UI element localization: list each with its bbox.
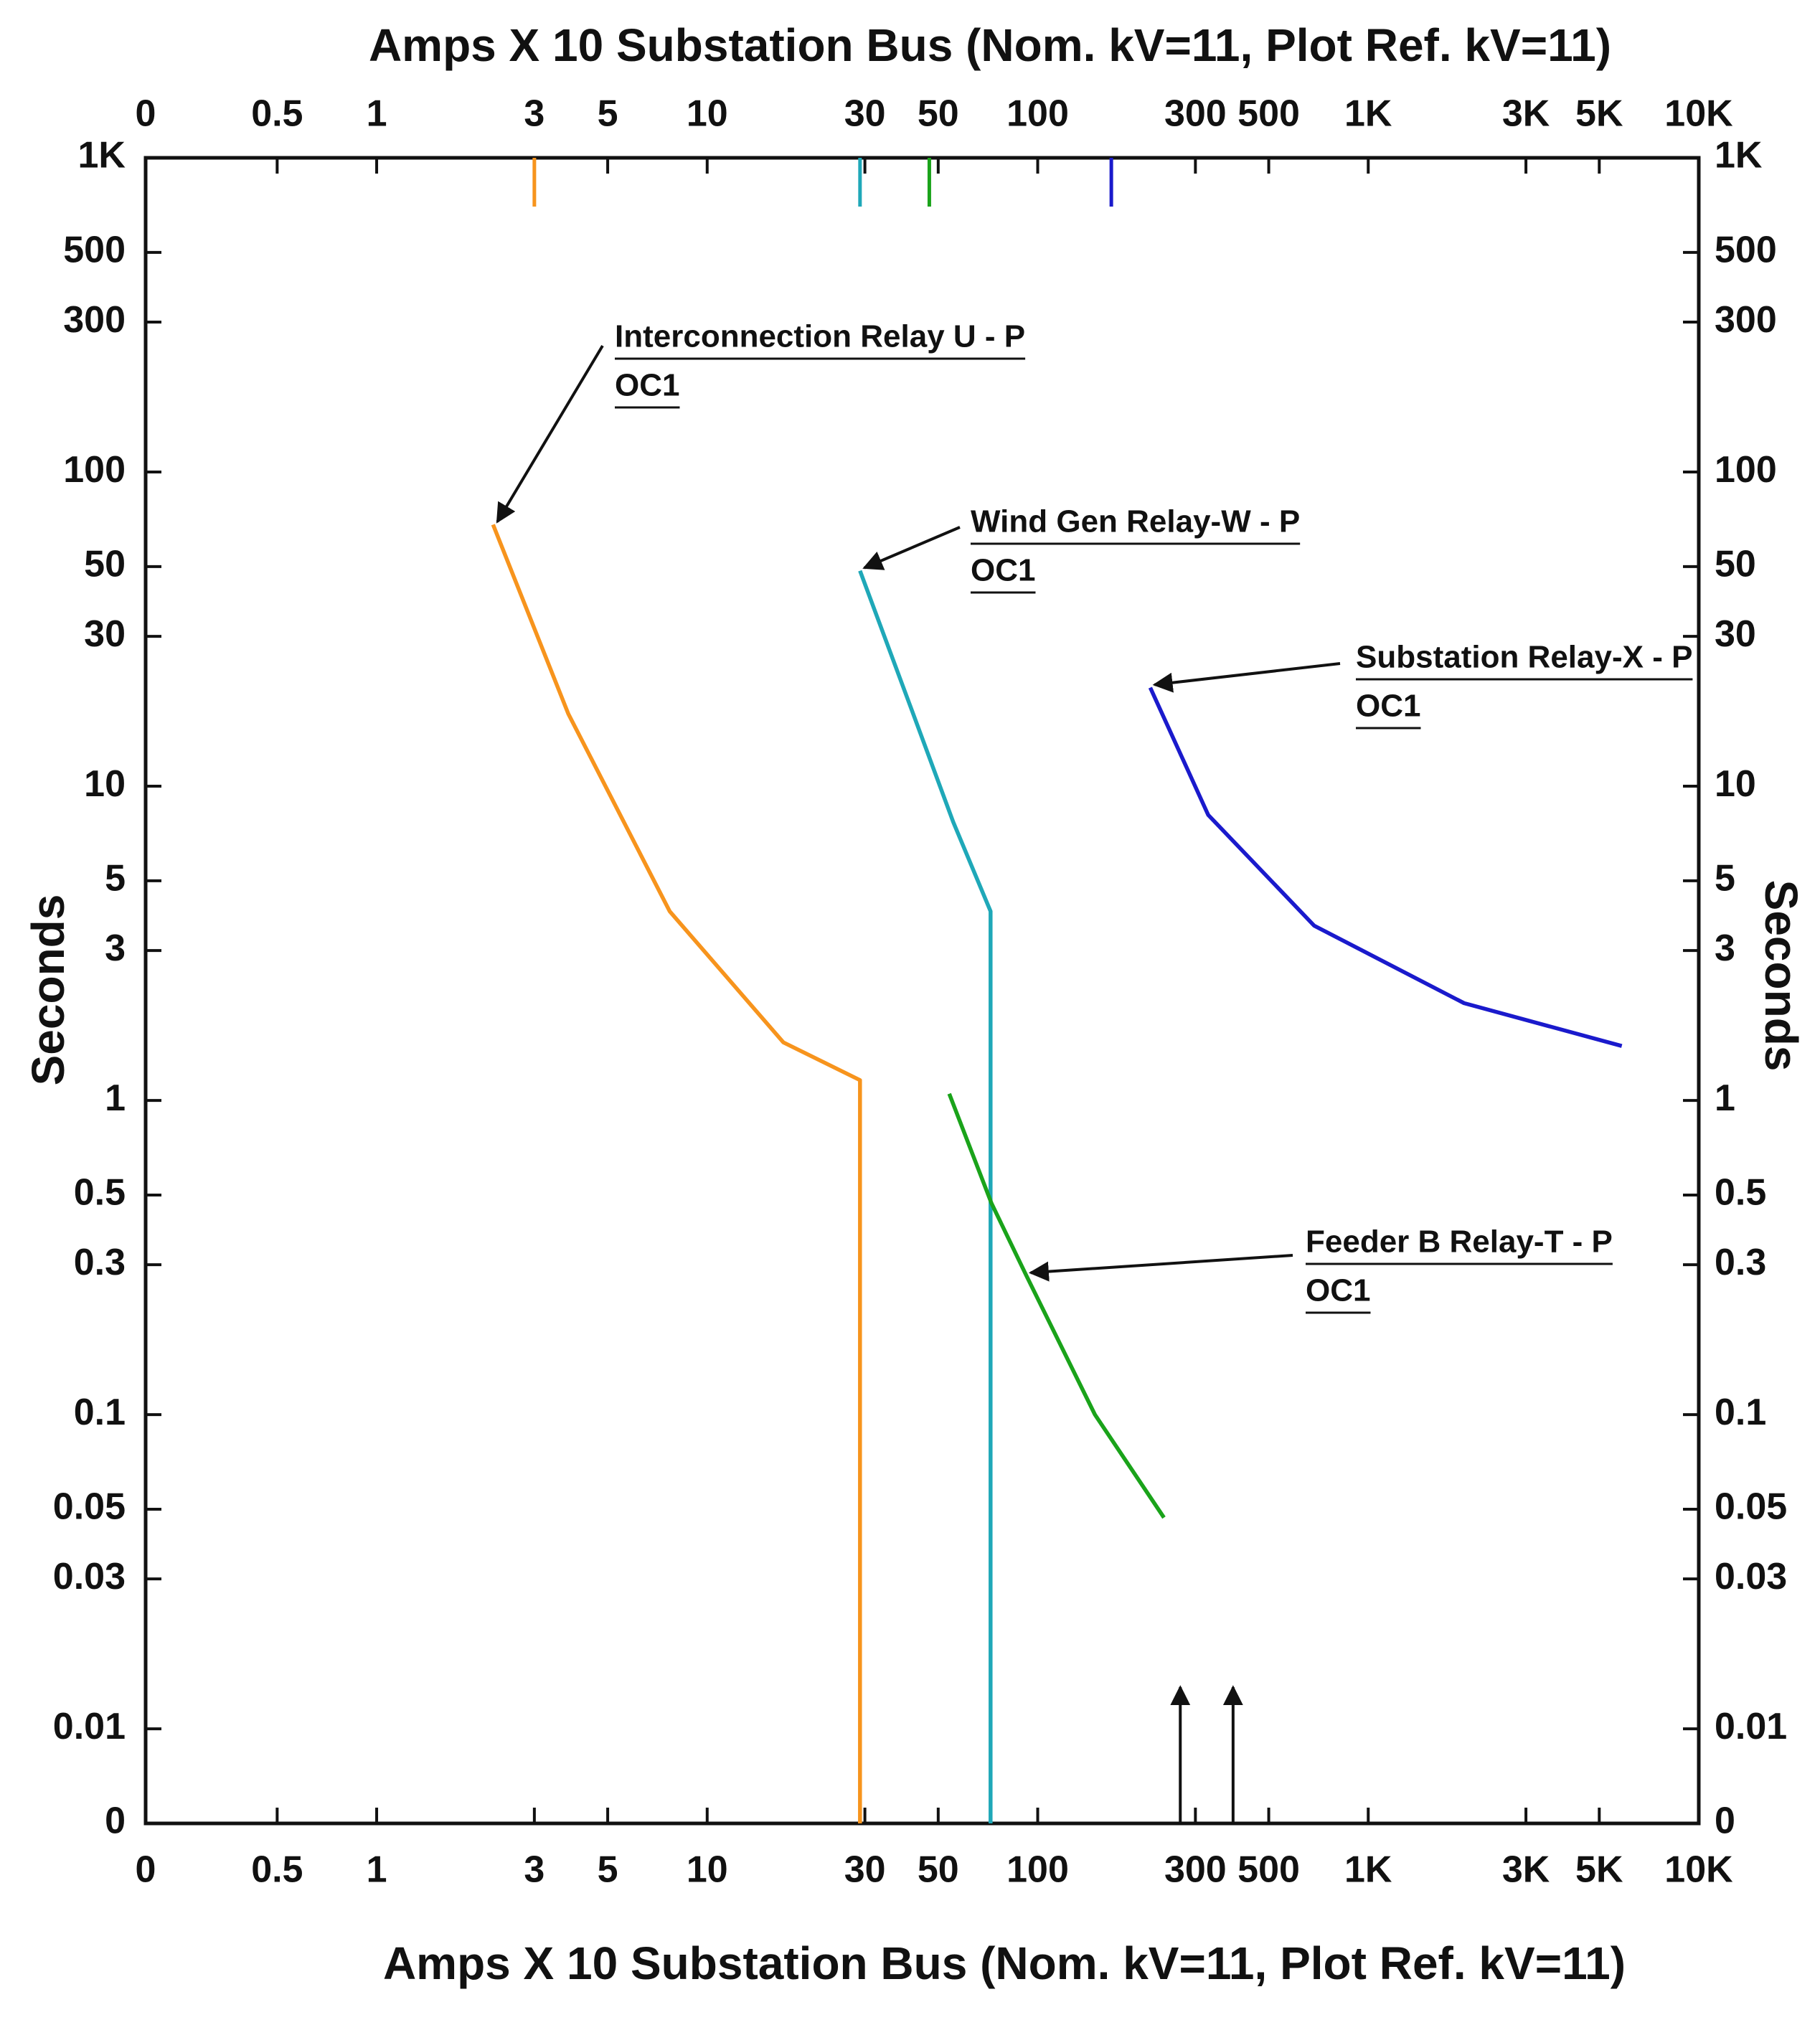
x2-tick-label: 5K: [1575, 93, 1623, 135]
y-tick-label: 0.1: [74, 1392, 126, 1433]
y2-tick-label: 0.1: [1715, 1392, 1766, 1433]
x2-tick-label: 50: [918, 93, 959, 135]
x2-tick-label: 3K: [1502, 93, 1550, 135]
annotation-label: Interconnection Relay U - P: [615, 319, 1025, 354]
x2-tick-label: 300: [1164, 93, 1227, 135]
x-tick-label: 30: [844, 1849, 886, 1891]
annotation-arrow: [862, 526, 961, 570]
y2-tick-label: 0.01: [1715, 1706, 1787, 1747]
x-tick-label: 50: [918, 1849, 959, 1891]
x-tick-label: 3: [524, 1849, 544, 1891]
x2-tick-label: 30: [844, 93, 886, 135]
annotation-label: Feeder B Relay-T - P: [1306, 1224, 1613, 1260]
y2-tick-label: 0.3: [1715, 1242, 1766, 1283]
y-tick-label: 30: [84, 613, 126, 655]
y-tick-label: 0.3: [74, 1242, 126, 1283]
y-tick-label: 5: [105, 858, 126, 900]
y2-tick-label: 5: [1715, 858, 1735, 900]
annotation-sublabel: OC1: [971, 553, 1035, 588]
y2-tick-label: 500: [1715, 230, 1777, 271]
x2-tick-label: 10K: [1664, 93, 1733, 135]
annotation-sublabel: OC1: [615, 368, 679, 403]
y2-axis-title: Seconds: [1755, 880, 1807, 1072]
x-tick-label: 5K: [1575, 1849, 1623, 1891]
annotation-label: Wind Gen Relay-W - P: [971, 504, 1300, 539]
x-tick-label: 500: [1237, 1849, 1300, 1891]
x-tick-label: 3K: [1502, 1849, 1550, 1891]
y-tick-label: 500: [63, 230, 126, 271]
x-tick-label: 5: [598, 1849, 618, 1891]
y-tick-label: 0.05: [53, 1486, 126, 1528]
y-tick-label: 0.03: [53, 1556, 126, 1597]
tcc-curve: [491, 524, 862, 1823]
y2-tick-label: 100: [1715, 449, 1777, 491]
annotation-sublabel: OC1: [1306, 1273, 1370, 1308]
x2-tick-label: 1: [367, 93, 387, 135]
tcc-curve: [947, 1092, 1166, 1519]
y-tick-label: 10: [84, 763, 126, 805]
x-tick-label: 300: [1164, 1849, 1227, 1891]
bottom-axis-title: Amps X 10 Substation Bus (Nom. kV=11, Pl…: [383, 1937, 1626, 1989]
y-tick-label: 0: [105, 1800, 126, 1842]
y2-tick-label: 3: [1715, 927, 1735, 969]
x2-tick-label: 0: [136, 93, 156, 135]
x2-tick-label: 3: [524, 93, 544, 135]
y2-tick-label: 300: [1715, 299, 1777, 341]
y-tick-label: 50: [84, 544, 126, 585]
y2-tick-label: 1: [1715, 1077, 1735, 1119]
x-tick-label: 10K: [1664, 1849, 1733, 1891]
y2-tick-label: 0.03: [1715, 1556, 1787, 1597]
x-tick-label: 1: [367, 1849, 387, 1891]
y-tick-label: 100: [63, 449, 126, 491]
y-tick-label: 3: [105, 927, 126, 969]
annotation-sublabel: OC1: [1356, 689, 1420, 724]
y-tick-label: 0.5: [74, 1172, 126, 1214]
y-axis-title: Seconds: [22, 894, 74, 1086]
y2-tick-label: 1K: [1715, 135, 1763, 176]
x2-tick-label: 500: [1237, 93, 1300, 135]
y2-tick-label: 0: [1715, 1800, 1735, 1842]
annotation-arrow: [496, 344, 604, 524]
y-tick-label: 300: [63, 299, 126, 341]
tcc-curve: [858, 570, 993, 1823]
top-axis-title: Amps X 10 Substation Bus (Nom. kV=11, Pl…: [369, 19, 1611, 71]
x-tick-label: 10: [687, 1849, 728, 1891]
annotation-arrow: [1028, 1254, 1293, 1282]
x2-tick-label: 0.5: [251, 93, 303, 135]
x2-tick-label: 1K: [1344, 93, 1392, 135]
plot-frame: [143, 156, 1701, 1826]
y2-tick-label: 30: [1715, 613, 1756, 655]
y2-tick-label: 50: [1715, 544, 1756, 585]
x2-tick-label: 5: [598, 93, 618, 135]
x-tick-label: 0.5: [251, 1849, 303, 1891]
y2-tick-label: 0.05: [1715, 1486, 1787, 1528]
tcc-curve: [1148, 686, 1623, 1048]
y-tick-label: 1K: [78, 135, 126, 176]
y-tick-label: 0.01: [53, 1706, 126, 1747]
x-tick-label: 0: [136, 1849, 156, 1891]
annotation-label: Substation Relay-X - P: [1356, 640, 1692, 675]
x-tick-label: 1K: [1344, 1849, 1392, 1891]
y2-tick-label: 0.5: [1715, 1172, 1766, 1214]
y2-tick-label: 10: [1715, 763, 1756, 805]
x2-tick-label: 100: [1006, 93, 1069, 135]
y-tick-label: 1: [105, 1077, 126, 1119]
x-tick-label: 100: [1006, 1849, 1069, 1891]
annotation-arrow: [1152, 662, 1341, 693]
x2-tick-label: 10: [687, 93, 728, 135]
